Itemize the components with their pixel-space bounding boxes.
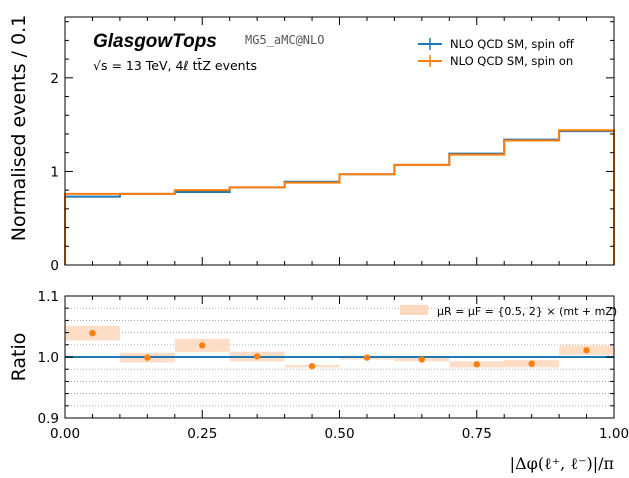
ratio-point <box>473 361 480 368</box>
main-ticks: 0 1 2 <box>50 17 615 274</box>
ratio-point <box>418 356 426 363</box>
band-legend-swatch <box>400 305 428 315</box>
ratio-xtick-label: 1.00 <box>599 426 629 442</box>
ratio-point <box>199 342 206 349</box>
ratio-ylabel: Ratio <box>8 333 30 382</box>
ratio-point <box>583 347 590 354</box>
brand-label: GlasgowTops <box>93 31 217 52</box>
main-ylabel: Normalised events / 0.1 <box>8 15 30 241</box>
legend-label-spin-on: NLO QCD SM, spin on <box>450 54 573 68</box>
ratio-panel: 0.9 1.0 1.1 0.00 0.25 0.50 0.75 1.00 μR = μF = … <box>8 289 629 473</box>
legend-label-spin-off: NLO QCD SM, spin off <box>450 37 575 51</box>
ratio-xtick-label: 0.25 <box>187 426 217 442</box>
band-legend: μR = μF = {0.5, 2} × (mt + mZ) <box>400 305 617 318</box>
ratio-point <box>144 354 151 361</box>
ratio-xtick-label: 0.75 <box>462 426 492 442</box>
legend-entry-spin-on: NLO QCD SM, spin on <box>418 54 573 68</box>
ratio-point <box>253 353 261 360</box>
main-plot-area <box>64 129 615 265</box>
legend-entry-spin-off: NLO QCD SM, spin off <box>418 37 575 51</box>
ratio-ytick-label: 1.1 <box>38 289 59 305</box>
ratio-ticks: 0.9 1.0 1.1 0.00 0.25 0.50 0.75 1.00 <box>38 289 629 442</box>
legend: NLO QCD SM, spin off NLO QCD SM, spin on <box>418 37 575 68</box>
main-ytick-label: 2 <box>50 71 59 87</box>
ratio-xtick-label: 0.50 <box>324 426 354 442</box>
ratio-point <box>308 362 316 370</box>
ratio-point <box>89 330 96 337</box>
ratio-points <box>89 330 590 370</box>
generator-label: MG5_aMC@NLO <box>245 33 324 47</box>
main-panel: 0 1 2 GlasgowTops MG5_aMC@NLO √s = 13 TeV,… <box>8 15 615 274</box>
ratio-xtick-label: 0.00 <box>50 426 80 442</box>
histogram-spin-on <box>64 129 615 265</box>
energy-note: √s = 13 TeV, 4ℓ tt̄Z events <box>93 58 257 73</box>
ratio-point <box>528 360 535 367</box>
ratio-ytick-label: 0.9 <box>38 411 59 427</box>
ratio-point <box>363 354 371 361</box>
band-legend-label: μR = μF = {0.5, 2} × (mt + mZ) <box>437 305 617 318</box>
ratio-ytick-label: 1.0 <box>38 350 59 366</box>
main-ytick-label: 1 <box>50 164 59 180</box>
x-axis-title: |Δφ(ℓ⁺, ℓ⁻)|/π <box>510 454 614 473</box>
main-ytick-label: 0 <box>50 258 59 274</box>
histogram-spin-off <box>64 130 615 265</box>
